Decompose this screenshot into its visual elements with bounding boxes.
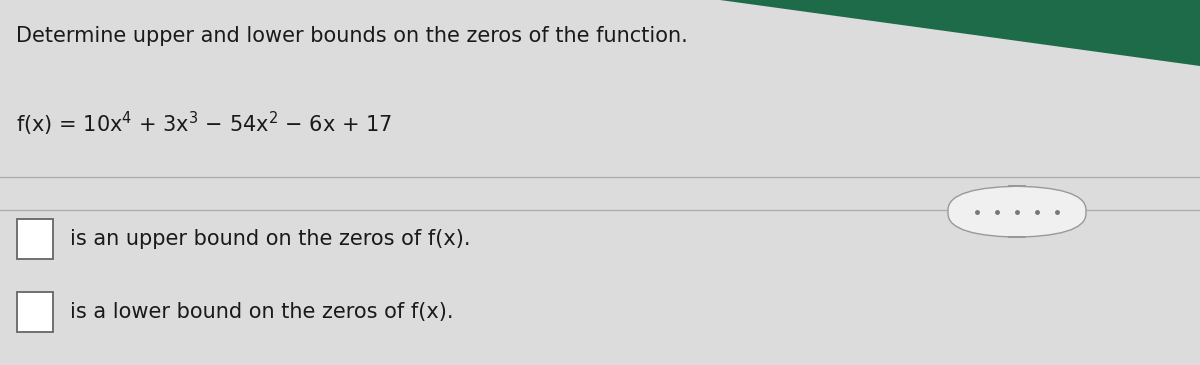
Polygon shape [720, 0, 1200, 66]
Text: f(x) = 10x$^4$ + 3x$^3$ $-$ 54x$^2$ $-$ 6x + 17: f(x) = 10x$^4$ + 3x$^3$ $-$ 54x$^2$ $-$ … [16, 110, 391, 138]
Text: Determine upper and lower bounds on the zeros of the function.: Determine upper and lower bounds on the … [16, 26, 688, 46]
FancyBboxPatch shape [17, 292, 53, 332]
FancyBboxPatch shape [948, 186, 1086, 237]
Text: is an upper bound on the zeros of f(x).: is an upper bound on the zeros of f(x). [70, 229, 470, 249]
FancyBboxPatch shape [17, 219, 53, 259]
Text: is a lower bound on the zeros of f(x).: is a lower bound on the zeros of f(x). [70, 302, 454, 322]
